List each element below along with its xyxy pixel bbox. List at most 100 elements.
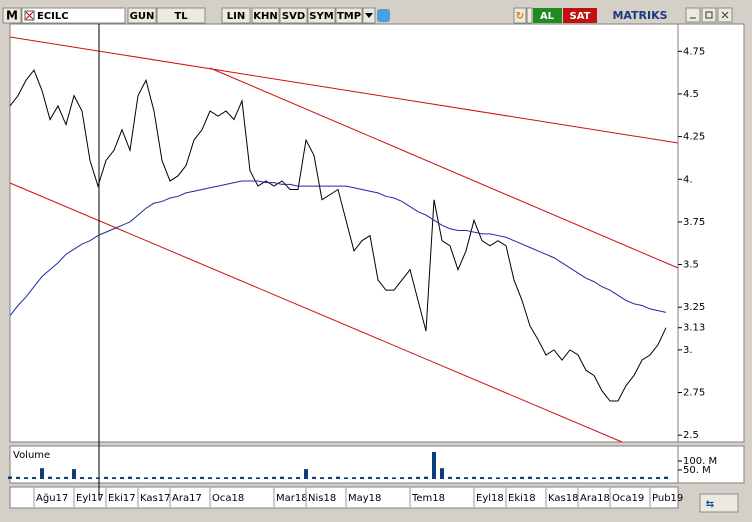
volume-bar — [24, 477, 28, 479]
maximize-button[interactable] — [701, 7, 717, 23]
y-tick-label: 2.5 — [683, 430, 699, 441]
toolbar-button[interactable] — [307, 7, 336, 24]
ticker-label: ECILC — [37, 11, 69, 22]
volume-bar — [280, 476, 284, 479]
settings-button[interactable] — [526, 7, 533, 24]
volume-bar — [608, 477, 612, 479]
volume-bar — [168, 477, 172, 479]
volume-bar — [304, 469, 308, 479]
volume-tick-label: 100. M — [683, 456, 717, 467]
volume-bar — [568, 476, 572, 479]
volume-bar — [520, 476, 524, 479]
volume-bar — [560, 477, 564, 479]
ticker-field[interactable] — [21, 7, 126, 24]
dropdown-arrow — [365, 13, 373, 18]
volume-bar — [136, 477, 140, 479]
volume-bar — [448, 476, 452, 479]
volume-bar — [576, 477, 580, 479]
volume-bar — [272, 476, 276, 479]
menu-button[interactable] — [2, 7, 22, 24]
trend-line — [9, 36, 679, 144]
volume-bar — [592, 477, 596, 479]
volume-label: Volume — [13, 450, 50, 461]
volume-bar — [200, 476, 204, 479]
volume-bar — [312, 476, 316, 479]
toolbar-button-label: TMP — [337, 11, 361, 22]
x-tick-label: Ağu17 — [36, 492, 68, 504]
brand-label: MATRIKS — [612, 9, 667, 22]
date-axis-panel — [9, 486, 679, 509]
volume-bar — [432, 451, 436, 479]
volume-bar — [424, 476, 428, 479]
minimize-button[interactable] — [685, 7, 701, 23]
refresh-button[interactable] — [513, 7, 527, 24]
volume-tick-label: 50. M — [683, 465, 711, 476]
volume-bar — [352, 477, 356, 479]
y-tick-label: 4.75 — [683, 46, 705, 57]
volume-bar — [416, 476, 420, 479]
price-line — [9, 69, 667, 402]
x-tick-label: Mar18 — [276, 493, 308, 504]
volume-bar — [248, 477, 252, 479]
volume-bar — [96, 477, 100, 479]
ticker-check-icon — [25, 11, 34, 20]
volume-bar — [240, 476, 244, 479]
volume-bar — [360, 477, 364, 479]
volume-bar — [536, 477, 540, 479]
x-tick-label: Eyl18 — [476, 493, 504, 504]
volume-bar — [488, 477, 492, 479]
twitter-button[interactable] — [377, 9, 390, 22]
toolbar-button[interactable] — [127, 7, 157, 24]
buy-button[interactable] — [533, 8, 562, 23]
volume-bar — [216, 477, 220, 479]
toolbar-button[interactable] — [221, 7, 251, 24]
volume-bar — [72, 469, 76, 479]
volume-bar — [400, 477, 404, 479]
volume-bar — [88, 477, 92, 479]
volume-bar — [392, 477, 396, 479]
toolbar-button-label: GUN — [130, 11, 155, 22]
volume-bar — [152, 477, 156, 479]
window-icons — [690, 11, 729, 19]
y-tick-label: 4. — [683, 174, 693, 185]
toolbar-button-label: TL — [174, 11, 188, 22]
volume-bar — [8, 476, 12, 479]
sell-button[interactable] — [563, 8, 597, 23]
volume-bar — [56, 477, 60, 479]
volume-bar — [376, 477, 380, 479]
x-tick-label: Nis18 — [308, 493, 336, 504]
toolbar-button[interactable] — [156, 7, 206, 24]
volume-bar — [112, 477, 116, 479]
volume-bar — [632, 477, 636, 479]
volume-bar — [504, 477, 508, 479]
volume-bar — [368, 476, 372, 479]
volume-panel — [9, 445, 679, 484]
volume-bar — [320, 477, 324, 479]
volume-bar — [600, 477, 604, 479]
volume-bar — [344, 477, 348, 479]
volume-bar — [656, 477, 660, 479]
toolbar-button[interactable] — [335, 7, 363, 24]
volume-bar — [440, 468, 444, 479]
volume-bar — [624, 477, 628, 479]
toolbar-button[interactable] — [251, 7, 280, 24]
volume-bar — [208, 477, 212, 479]
y-tick-label: 4.25 — [683, 132, 705, 143]
y-tick-label: 3.75 — [683, 217, 705, 228]
volume-bar — [640, 476, 644, 479]
sync-button[interactable] — [699, 493, 739, 513]
x-tick-label: Ara17 — [172, 493, 202, 504]
x-tick-label: Pub19 — [652, 493, 683, 504]
x-tick-label: Ara18 — [580, 493, 610, 504]
volume-bar — [128, 476, 132, 479]
volume-bar — [184, 477, 188, 479]
volume-bar — [40, 468, 44, 479]
volume-bar — [48, 476, 52, 479]
trend-line — [9, 182, 623, 443]
volume-bar — [472, 476, 476, 479]
toolbar-button[interactable] — [279, 7, 308, 24]
volume-bar — [16, 476, 20, 479]
volume-bar — [584, 477, 588, 479]
volume-bar — [176, 477, 180, 479]
